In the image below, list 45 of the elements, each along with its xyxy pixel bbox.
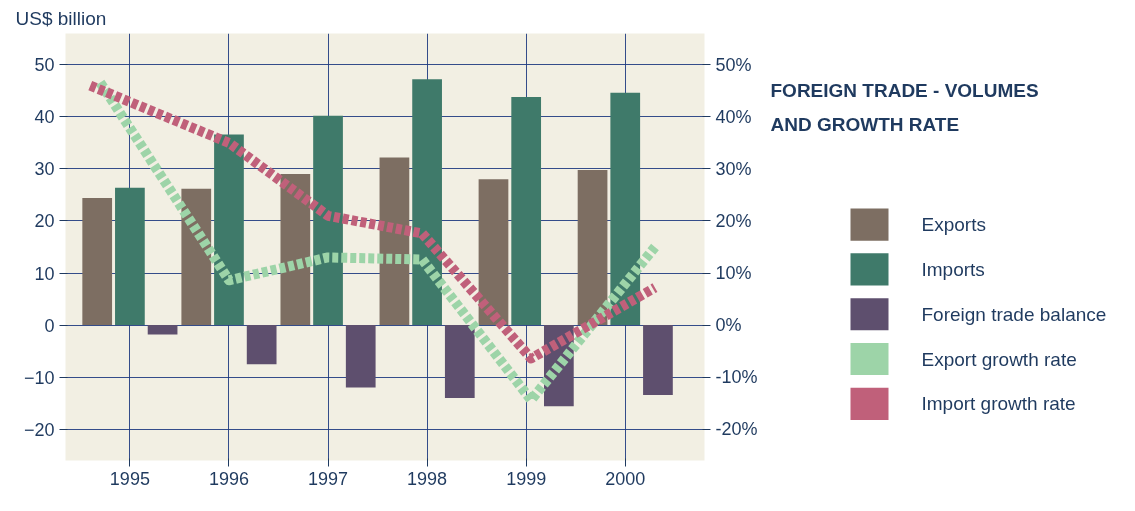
bar [345, 325, 376, 388]
bar [379, 157, 410, 326]
bar [246, 325, 277, 365]
x-tick-label: 1999 [506, 468, 547, 489]
y2-tick-label: 10% [715, 263, 752, 284]
bar [444, 325, 475, 399]
legend-label: Foreign trade balance [921, 303, 1107, 325]
y2-tick-label: 0% [715, 315, 742, 336]
legend-label: Import growth rate [921, 393, 1076, 415]
x-tick-label: 1998 [407, 468, 448, 489]
bar [82, 198, 113, 326]
x-tick-label: 1995 [109, 468, 150, 489]
y-tick-label: 10 [34, 263, 55, 284]
y2-tick-label: 40% [715, 106, 752, 127]
y-tick-label: 50 [34, 55, 55, 76]
y-tick-label: 0 [44, 315, 55, 336]
y-tick-label: −10 [23, 367, 55, 388]
y2-tick-label: 30% [715, 158, 752, 179]
bar [643, 325, 673, 395]
y2-tick-label: 50% [715, 54, 752, 75]
legend-label: Imports [921, 258, 985, 280]
bar [147, 325, 178, 335]
x-tick-label: 1997 [308, 468, 349, 489]
y-tick-label: −20 [23, 419, 55, 440]
bar [181, 188, 212, 326]
y-tick-label: 30 [34, 159, 55, 180]
bar [313, 115, 343, 326]
bar [412, 79, 442, 326]
text: FOREIGN TRADE - VOLUMES AND GROWTH RATE [770, 80, 1039, 135]
y2-tick-label: -20% [715, 419, 758, 440]
x-tick-label: 2000 [605, 468, 646, 489]
legend-label: Exports [921, 214, 986, 236]
bar [610, 92, 641, 326]
x-tick-label: 1996 [208, 468, 249, 489]
bar [478, 179, 509, 326]
y-axis-title: US$ billion [15, 7, 107, 29]
legend-label: Export growth rate [921, 348, 1077, 370]
y-tick-label: 20 [34, 211, 55, 232]
y2-tick-label: -10% [715, 367, 758, 388]
bar [115, 187, 145, 326]
bar [577, 169, 608, 326]
bar [214, 134, 244, 326]
y2-tick-label: 20% [715, 210, 752, 231]
y-tick-label: 40 [34, 107, 55, 128]
bar [511, 97, 542, 326]
